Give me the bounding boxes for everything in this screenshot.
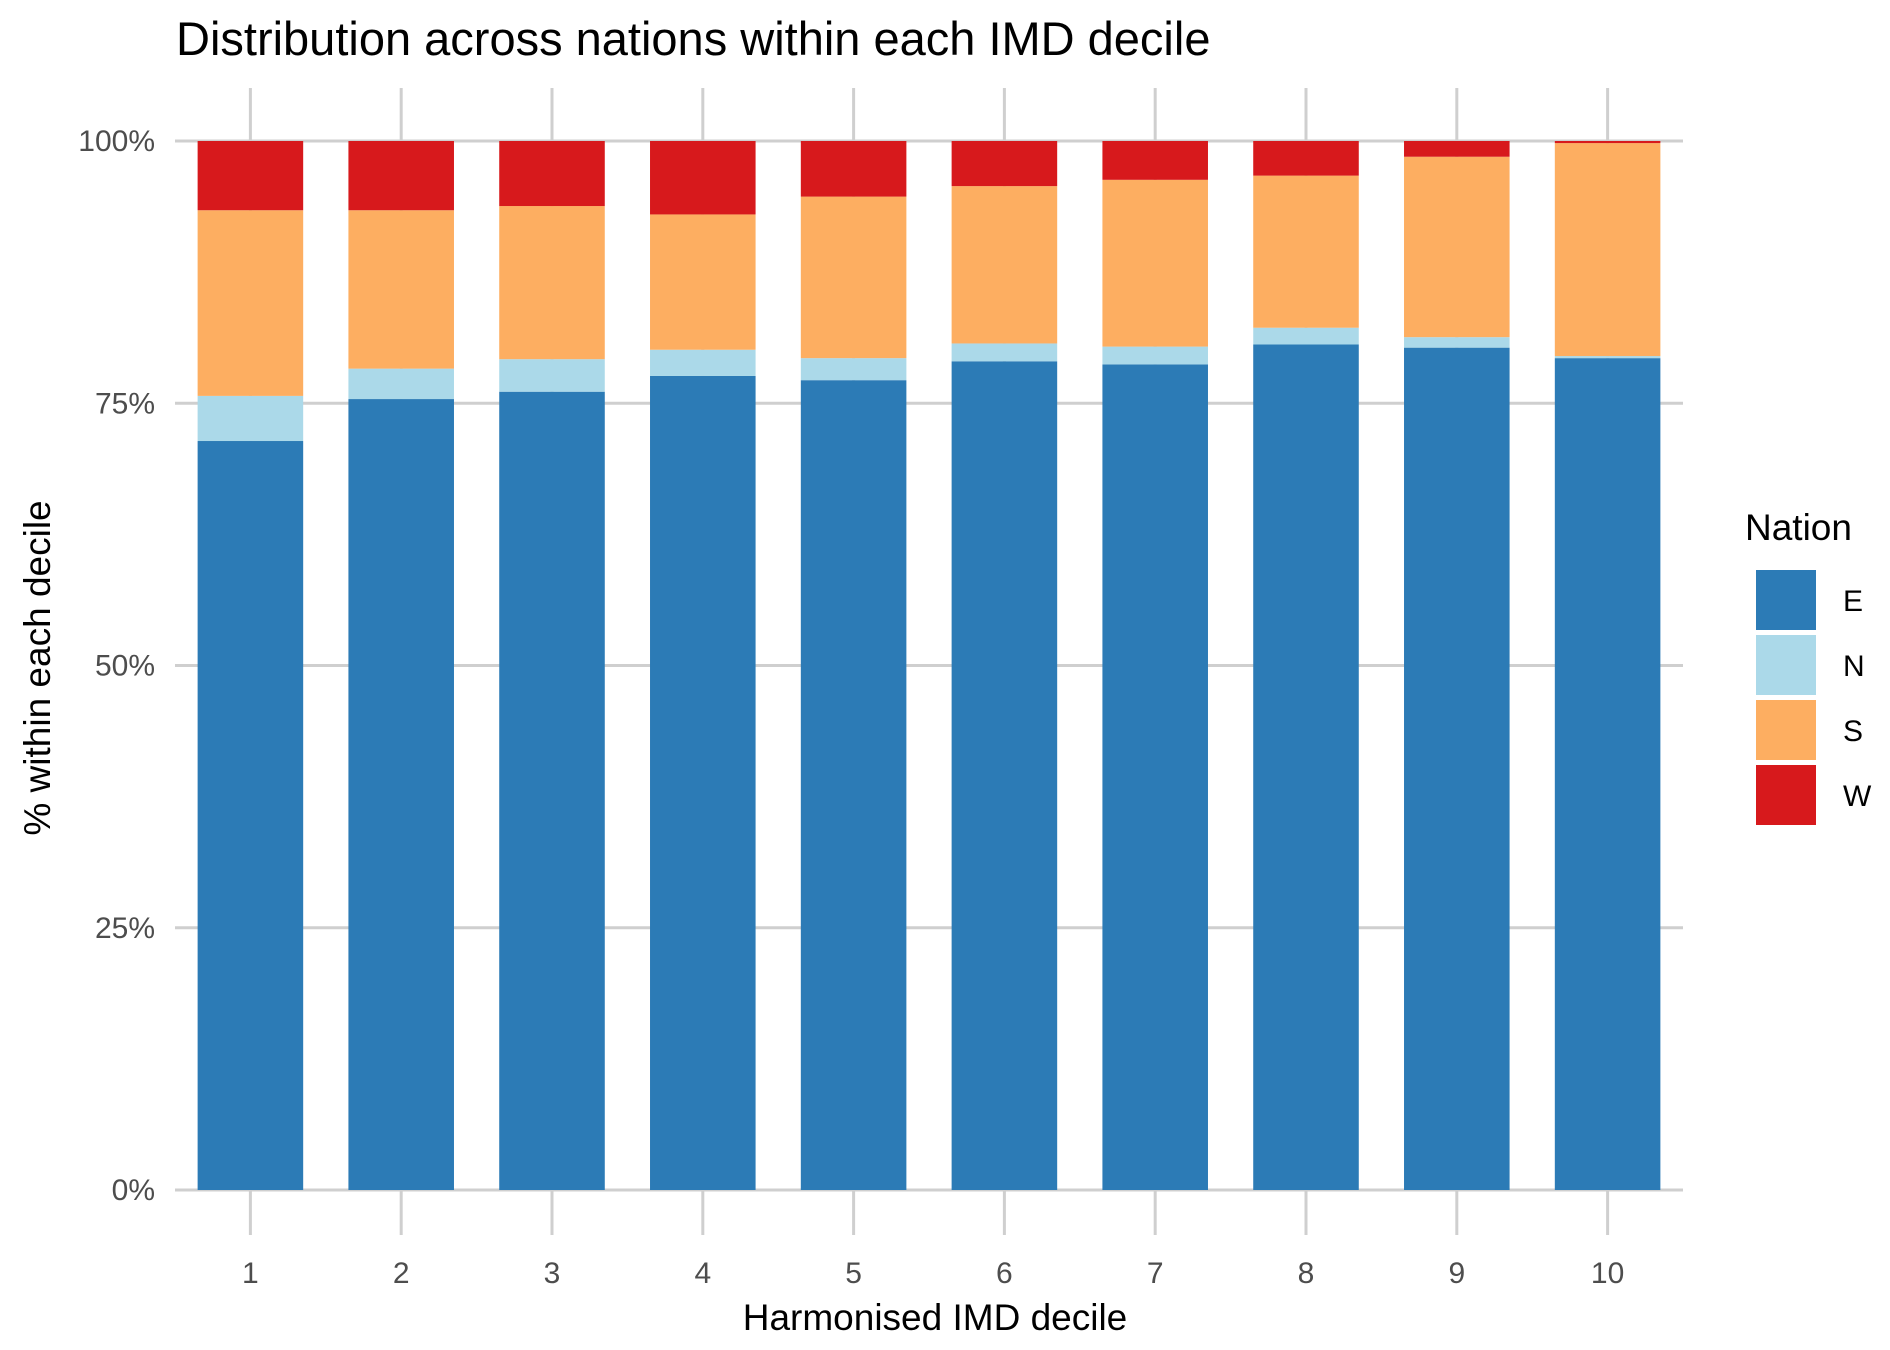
- legend-label-E: E: [1843, 585, 1863, 618]
- legend-key-W: [1756, 765, 1816, 825]
- bar-decile-7-E: [1102, 364, 1208, 1190]
- bar-decile-4-E: [650, 375, 756, 1190]
- bar-decile-5-W: [800, 141, 907, 197]
- bar-decile-4-S: [650, 214, 756, 350]
- bar-decile-3-W: [499, 141, 605, 207]
- bars: [197, 141, 1661, 1191]
- x-axis-title: Harmonised IMD decile: [743, 1297, 1128, 1338]
- bar-decile-9-E: [1404, 347, 1510, 1190]
- x-tick-label-6: 6: [996, 1257, 1013, 1290]
- bar-decile-10-W: [1554, 141, 1661, 144]
- bar-decile-6-N: [951, 343, 1058, 362]
- bar-decile-5-N: [800, 358, 907, 381]
- bar-decile-2-E: [348, 399, 454, 1191]
- bar-decile-6-S: [951, 186, 1058, 344]
- legend-key-N: [1756, 635, 1816, 695]
- bar-decile-10-N: [1554, 356, 1661, 359]
- x-axis-ticks: 1 2 3 4 5 6 7 8 9 10: [242, 1257, 1624, 1290]
- bar-decile-1-S: [197, 210, 304, 396]
- y-tick-label-3: 75%: [95, 387, 155, 420]
- x-tick-label-1: 1: [242, 1257, 259, 1290]
- bar-decile-10-S: [1554, 143, 1661, 357]
- legend-key-E: [1756, 570, 1816, 630]
- legend-title: Nation: [1745, 507, 1852, 548]
- y-tick-label-2: 50%: [95, 650, 155, 683]
- y-tick-label-0: 0%: [112, 1174, 155, 1207]
- x-tick-label-5: 5: [845, 1257, 862, 1290]
- x-tick-label-8: 8: [1298, 1257, 1315, 1290]
- bar-decile-1-W: [197, 141, 304, 211]
- bar-decile-10-E: [1554, 358, 1661, 1190]
- x-tick-label-2: 2: [393, 1257, 410, 1290]
- y-tick-label-1: 25%: [95, 912, 155, 945]
- bar-decile-6-E: [951, 361, 1058, 1190]
- bar-decile-9-W: [1404, 141, 1510, 157]
- bar-decile-4-N: [650, 349, 756, 376]
- bar-decile-1-E: [197, 441, 304, 1190]
- legend-label-W: W: [1843, 780, 1872, 813]
- x-tick-label-3: 3: [544, 1257, 561, 1290]
- bar-decile-7-W: [1102, 141, 1208, 180]
- bar-decile-2-S: [348, 210, 454, 369]
- bar-decile-8-S: [1253, 175, 1359, 328]
- bar-decile-8-N: [1253, 327, 1359, 345]
- bar-decile-3-E: [499, 391, 605, 1190]
- bar-decile-4-W: [650, 141, 756, 215]
- bar-decile-5-S: [800, 196, 907, 359]
- bar-decile-8-W: [1253, 141, 1359, 176]
- bar-decile-3-S: [499, 206, 605, 360]
- legend-label-S: S: [1843, 715, 1863, 748]
- bar-decile-7-N: [1102, 346, 1208, 365]
- legend-label-N: N: [1843, 650, 1865, 683]
- x-tick-label-10: 10: [1591, 1257, 1624, 1290]
- x-tick-label-4: 4: [694, 1257, 711, 1290]
- bar-decile-2-W: [348, 141, 454, 211]
- chart-title: Distribution across nations within each …: [176, 12, 1210, 65]
- bar-decile-2-N: [348, 368, 454, 400]
- x-tick-label-9: 9: [1448, 1257, 1465, 1290]
- y-axis-title: % within each decile: [17, 500, 58, 835]
- legend-key-S: [1756, 700, 1816, 760]
- x-tick-label-7: 7: [1147, 1257, 1164, 1290]
- y-axis-ticks: 0% 25% 50% 75% 100%: [78, 125, 155, 1207]
- bar-decile-6-W: [951, 141, 1058, 187]
- bar-decile-5-E: [800, 380, 907, 1190]
- bar-decile-9-S: [1404, 156, 1510, 338]
- y-tick-label-4: 100%: [78, 125, 155, 158]
- bar-decile-8-E: [1253, 344, 1359, 1191]
- bar-decile-9-N: [1404, 337, 1510, 348]
- bar-decile-7-S: [1102, 179, 1208, 347]
- bar-decile-1-N: [197, 395, 304, 442]
- bar-decile-3-N: [499, 359, 605, 392]
